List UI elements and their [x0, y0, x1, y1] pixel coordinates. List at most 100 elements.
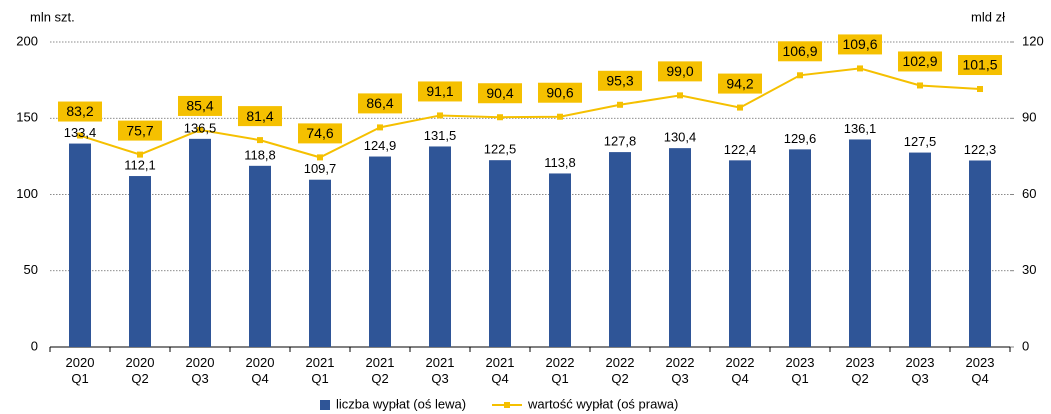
line-marker: [257, 137, 263, 144]
line-value-label: 109,6: [842, 36, 877, 52]
value-label-box: [598, 70, 642, 91]
line-value-label: 106,9: [782, 43, 817, 59]
bar-value-label: 118,8: [244, 147, 276, 162]
line-value-label: 74,6: [306, 125, 333, 141]
line-marker: [137, 151, 143, 158]
line-marker: [917, 82, 923, 89]
bar: [309, 179, 331, 347]
line-marker: [677, 92, 683, 99]
bar-value-label: 127,8: [604, 134, 637, 149]
bar: [849, 139, 871, 347]
bar-value-label: 133,4: [64, 125, 97, 140]
y2-tick-label: 90: [1022, 110, 1036, 125]
x-tick-label: 2023 Q1: [785, 355, 815, 386]
bar-value-label: 113,8: [544, 155, 576, 170]
line: [79, 67, 981, 159]
y2-tick-label: 60: [1022, 186, 1036, 201]
y-axis-label: mln szt.: [30, 9, 75, 24]
bar-value-label: 136,5: [184, 120, 217, 135]
value-label-box: [178, 95, 222, 116]
y-tick-label: 0: [31, 338, 38, 353]
line-value-label: 101,5: [962, 57, 997, 73]
y2-axis-label: mld zł: [971, 9, 1005, 24]
bar: [669, 148, 691, 347]
line-marker: [557, 113, 563, 120]
x-tick-label: 2022 Q4: [725, 355, 755, 386]
bar-value-label: 130,4: [664, 130, 697, 145]
bar: [369, 156, 391, 347]
line-value-label: 91,1: [426, 83, 453, 99]
value-label-box: [478, 83, 522, 104]
x-tick-label: 2022 Q1: [545, 355, 575, 386]
value-label-box: [118, 120, 162, 141]
bar: [69, 143, 91, 347]
line-value-label: 90,6: [546, 84, 573, 100]
value-label-box: [538, 82, 582, 103]
bar-value-label: 109,7: [304, 161, 337, 176]
line-marker: [197, 126, 203, 133]
x-tick-label: 2020 Q3: [185, 355, 215, 386]
bar: [609, 152, 631, 347]
value-label-box: [958, 55, 1002, 76]
value-label-box: [718, 73, 762, 94]
x-tick-label: 2020 Q1: [65, 355, 95, 386]
line-marker: [737, 104, 743, 111]
x-tick-label: 2021 Q1: [305, 355, 335, 386]
bar: [429, 146, 451, 347]
bar-value-label: 112,1: [124, 157, 156, 172]
bar: [189, 138, 211, 347]
bar-value-label: 136,1: [844, 121, 877, 136]
bar: [789, 149, 811, 347]
y-tick-label: 50: [24, 262, 38, 277]
line-value-label: 85,4: [186, 98, 213, 114]
bar: [969, 160, 991, 347]
line-value-label: 81,4: [246, 108, 273, 124]
line-marker: [377, 124, 383, 131]
line-marker: [797, 72, 803, 79]
line-value-label: 86,4: [366, 95, 393, 111]
line-value-label: 102,9: [902, 53, 937, 69]
line-value-label: 99,0: [666, 63, 693, 79]
x-tick-label: 2021 Q4: [485, 355, 515, 386]
bar-value-label: 122,3: [964, 142, 997, 157]
value-label-box: [838, 34, 882, 55]
value-label-box: [658, 61, 702, 82]
bar-value-label: 122,5: [484, 142, 517, 157]
x-tick-label: 2023 Q3: [905, 355, 935, 386]
legend-swatch: [504, 402, 510, 408]
line-marker: [437, 112, 443, 119]
x-tick-label: 2020 Q4: [245, 355, 275, 386]
line-value-label: 94,2: [726, 75, 753, 91]
legend-label: wartość wypłat (oś prawa): [527, 396, 678, 411]
x-tick-label: 2021 Q3: [425, 355, 455, 386]
value-label-box: [58, 101, 102, 122]
line-marker: [977, 86, 983, 93]
value-label-box: [238, 106, 282, 127]
x-tick-label: 2020 Q2: [125, 355, 155, 386]
line-marker: [617, 101, 623, 108]
bar: [129, 176, 151, 347]
bar: [249, 165, 271, 347]
line-marker: [497, 114, 503, 121]
y2-tick-label: 0: [1022, 338, 1029, 353]
x-tick-label: 2022 Q3: [665, 355, 695, 386]
bar: [489, 160, 511, 347]
line-marker: [857, 65, 863, 72]
line-marker: [77, 132, 83, 139]
bar: [729, 160, 751, 347]
bar-value-label: 129,6: [784, 131, 817, 146]
line-value-label: 83,2: [66, 103, 93, 119]
value-label-box: [778, 41, 822, 62]
value-label-box: [418, 81, 462, 102]
y-tick-label: 150: [16, 110, 38, 125]
y-tick-label: 200: [16, 33, 38, 48]
bar-value-label: 122,4: [724, 142, 757, 157]
bar-value-label: 127,5: [904, 134, 937, 149]
line-value-label: 75,7: [126, 122, 153, 138]
legend-label: liczba wypłat (oś lewa): [336, 396, 466, 411]
x-tick-label: 2023 Q4: [965, 355, 995, 386]
y2-tick-label: 120: [1022, 33, 1044, 48]
value-label-box: [358, 93, 402, 114]
